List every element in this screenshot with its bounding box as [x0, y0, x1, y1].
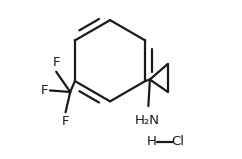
Text: F: F	[53, 56, 60, 69]
Text: F: F	[62, 115, 69, 128]
Text: H₂N: H₂N	[134, 114, 159, 127]
Text: H: H	[146, 135, 156, 149]
Text: Cl: Cl	[172, 135, 184, 149]
Text: F: F	[41, 84, 48, 97]
